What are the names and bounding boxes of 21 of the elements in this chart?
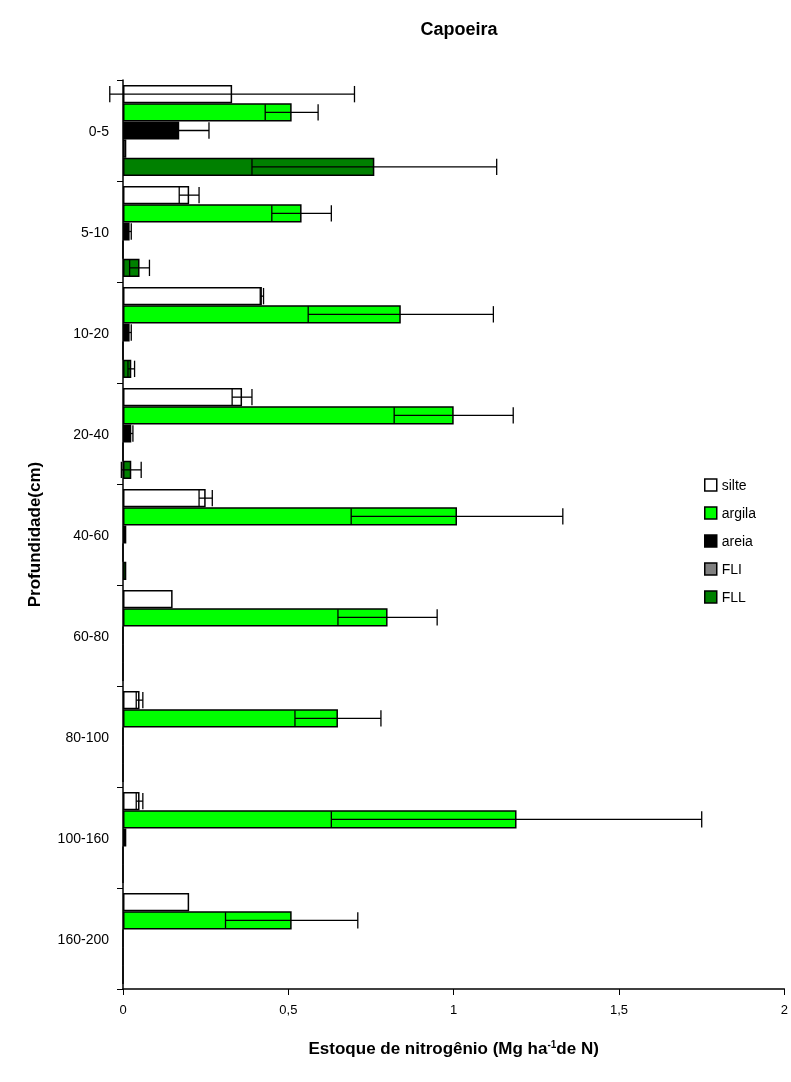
legend-label: areia <box>721 533 754 549</box>
legend-label: silte <box>721 477 747 493</box>
legend-label: FLL <box>721 589 747 605</box>
x-tick-label: 0 <box>119 1002 127 1017</box>
y-tick-label: 100-160 <box>57 829 110 846</box>
y-tick-label: 0-5 <box>88 122 110 139</box>
y-tick-label: 10-20 <box>73 324 110 341</box>
x-tick-label: 2 <box>780 1002 788 1017</box>
y-tick-label: 160-200 <box>57 930 110 947</box>
x-tick-label: 0,5 <box>279 1002 298 1017</box>
legend-label: argila <box>721 505 757 521</box>
legend-label: FLI <box>721 561 742 577</box>
y-tick-label: 60-80 <box>73 627 110 644</box>
y-axis-title: Profundidade(cm) <box>25 461 44 608</box>
x-tick-label: 1 <box>450 1002 458 1017</box>
y-tick-label: 80-100 <box>65 728 110 745</box>
y-tick-label: 5-10 <box>80 223 110 240</box>
chart-title: Capoeira <box>420 19 499 39</box>
x-tick-label: 1,5 <box>610 1002 629 1017</box>
y-tick-label: 40-60 <box>73 526 110 543</box>
y-tick-label: 20-40 <box>73 425 110 442</box>
